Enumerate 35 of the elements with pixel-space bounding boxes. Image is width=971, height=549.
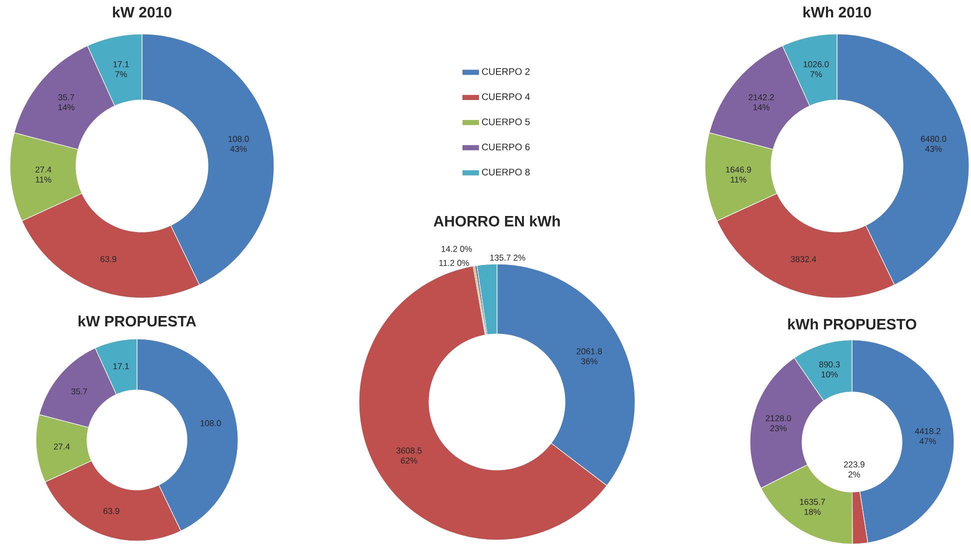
legend-label: CUERPO 6 <box>482 144 530 150</box>
chart-title: kWh 2010 <box>803 6 871 18</box>
chart-title: kW 2010 <box>113 6 172 18</box>
data-label: 17.1 <box>113 363 129 370</box>
text: AHORRO EN kWh <box>434 215 560 226</box>
data-label: 6480.0 43% <box>920 136 946 152</box>
data-label: 11.2 0% <box>439 260 469 266</box>
data-label: 35.7 14% <box>58 94 74 110</box>
chart-title: kWh PROPUESTO <box>788 318 916 330</box>
legend-label: CUERPO 4 <box>482 93 530 100</box>
data-label: 108.0 <box>200 420 221 426</box>
data-label: 108.0 43% <box>228 136 249 152</box>
data-label: 14.2 0% <box>442 246 472 252</box>
data-label: 3832.4 <box>790 256 816 262</box>
data-label: 3608.5 62% <box>396 448 422 464</box>
data-label: 2128.0 23% <box>766 415 792 432</box>
data-label: 35.7 <box>71 388 88 394</box>
data-label: 27.4 <box>54 444 70 450</box>
data-label: 1646.9 11% <box>726 166 751 183</box>
data-label: 135.7 2% <box>490 254 526 261</box>
data-label: 63.9 <box>100 256 116 262</box>
data-label: 2061.8 36% <box>576 348 602 364</box>
data-label: 17.1 7% <box>113 61 129 78</box>
chart-title: kW PROPUESTA <box>78 315 196 326</box>
data-label: 27.4 11% <box>36 166 52 183</box>
data-label: 890.3 10% <box>819 361 840 378</box>
data-label: 1026.0 7% <box>804 61 829 78</box>
data-label: 1635.7 18% <box>800 498 825 515</box>
data-label: 2142.2 14% <box>748 94 774 110</box>
legend-label: CUERPO 8 <box>482 168 530 176</box>
legend-label: CUERPO 2 <box>482 68 530 75</box>
data-label: 4418.2 47% <box>914 428 940 444</box>
legend-label: CUERPO 5 <box>482 118 530 126</box>
data-label: 63.9 <box>104 508 120 514</box>
data-label: 223.9 2% <box>844 461 864 478</box>
